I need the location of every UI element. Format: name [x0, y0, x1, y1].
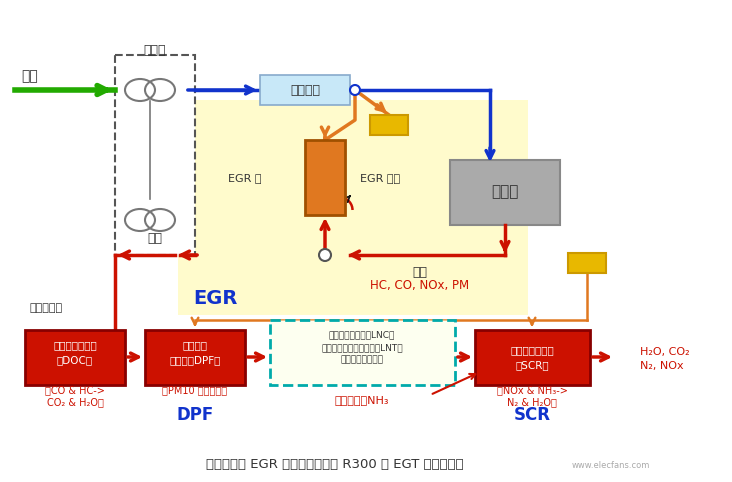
Text: CO₂ & H₂O）: CO₂ & H₂O）	[47, 397, 103, 407]
Text: EGT: EGT	[573, 256, 600, 269]
Bar	[178, 100, 528, 315]
Text: EGR: EGR	[193, 289, 237, 308]
Text: HC, CO, NOx, PM: HC, CO, NOx, PM	[370, 279, 469, 292]
Text: www.elecfans.com: www.elecfans.com	[572, 460, 650, 469]
Text: （PM10 还原反应）: （PM10 还原反应）	[163, 385, 228, 395]
Text: 尿素质量，NH₃: 尿素质量，NH₃	[335, 395, 389, 405]
Text: 柴油氧化催化剂: 柴油氧化催化剂	[53, 340, 97, 350]
Bar	[450, 160, 560, 225]
Text: 柴油颗粒: 柴油颗粒	[182, 340, 207, 350]
Bar	[568, 253, 606, 273]
Circle shape	[350, 85, 360, 95]
Text: 过滤器（DPF）: 过滤器（DPF）	[169, 355, 220, 365]
Text: （CO & HC->: （CO & HC->	[45, 385, 105, 395]
Text: H₂O, CO₂: H₂O, CO₂	[640, 347, 690, 357]
Bar	[260, 75, 350, 105]
Text: 后处理系统: 后处理系统	[30, 303, 63, 313]
Bar	[115, 55, 195, 255]
Text: EGR 阀: EGR 阀	[228, 173, 261, 183]
Text: N₂ & H₂O）: N₂ & H₂O）	[507, 397, 557, 407]
Text: EGC: EGC	[305, 169, 346, 187]
Text: 发动机: 发动机	[491, 185, 519, 200]
Text: 空气: 空气	[22, 69, 38, 83]
Text: 压缩机: 压缩机	[143, 43, 166, 56]
Bar	[25, 330, 125, 385]
Text: （SCR）: （SCR）	[515, 360, 549, 370]
Text: 废气: 废气	[413, 266, 427, 279]
Text: （DOC）: （DOC）	[57, 355, 93, 365]
Bar	[145, 330, 245, 385]
Text: （NOx & NH₃->: （NOx & NH₃->	[496, 385, 567, 395]
Text: 降低氮氧化物的捕获器（LNT）: 降低氮氧化物的捕获器（LNT）	[321, 344, 403, 352]
Bar	[475, 330, 590, 385]
Text: 气缸进气: 气缸进气	[290, 83, 320, 96]
Text: EGR: EGR	[375, 119, 403, 132]
Text: 用于发动机 EGR 和后处理系统的 R300 和 EGT 系列的应用: 用于发动机 EGR 和后处理系统的 R300 和 EGT 系列的应用	[206, 458, 464, 471]
Bar	[305, 140, 345, 215]
Text: N₂, NOx: N₂, NOx	[640, 361, 684, 371]
Text: 选择性催化还原: 选择性催化还原	[510, 345, 554, 355]
Text: 或氮氧化物吸收器: 或氮氧化物吸收器	[340, 356, 384, 364]
Text: DPF: DPF	[176, 406, 214, 424]
Text: 涡轮: 涡轮	[148, 231, 163, 244]
Text: EGR 环路: EGR 环路	[360, 173, 400, 183]
Text: SCR: SCR	[514, 406, 550, 424]
Bar	[370, 115, 408, 135]
Circle shape	[319, 249, 331, 261]
Text: 氮氧化物催化剂（LNC）: 氮氧化物催化剂（LNC）	[329, 331, 395, 339]
Bar	[270, 320, 455, 385]
